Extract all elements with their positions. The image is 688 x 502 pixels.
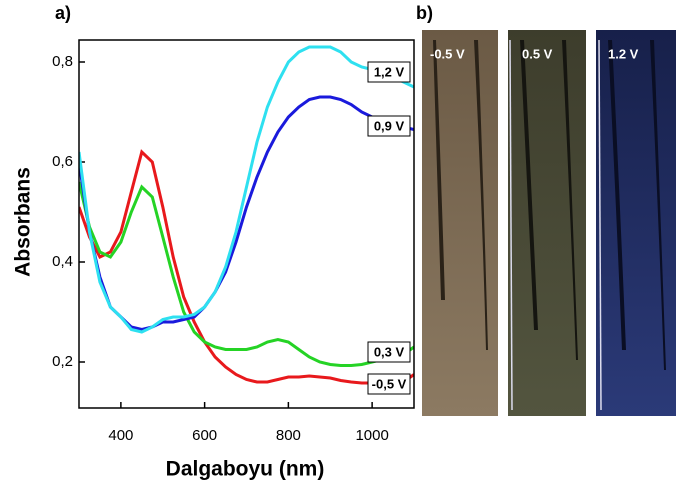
y-axis-title: Absorbans (12, 167, 35, 277)
x-tick-label: 800 (276, 427, 301, 444)
x-tick-label: 600 (192, 427, 217, 444)
series-label: 0,3 V (374, 344, 405, 359)
series-label: 1,2 V (374, 64, 405, 79)
photo-label: 1.2 V (608, 46, 639, 61)
plot-frame (78, 39, 415, 409)
photo-panel (508, 30, 586, 416)
series-line (79, 95, 414, 332)
series-line (79, 45, 414, 334)
y-tick-label: 0,4 (52, 253, 73, 270)
y-tick-label: 0,2 (52, 353, 73, 370)
photo-panel (596, 30, 676, 416)
y-tick-label: 0,8 (52, 53, 73, 70)
panel-label: b) (416, 3, 433, 23)
photo-shadow (608, 40, 666, 370)
photo-label: 0.5 V (522, 46, 553, 61)
photo-shadow (520, 40, 578, 360)
series-line (79, 149, 414, 385)
photo-panel (422, 30, 498, 416)
photo (422, 30, 676, 416)
series-label-box (367, 341, 411, 363)
x-tick-label: 400 (108, 427, 133, 444)
photo-edge (509, 39, 513, 411)
x-tick-label: 1000 (355, 427, 388, 444)
y-tick-label: 0,6 (52, 153, 73, 170)
series-label: 0,9 V (374, 118, 405, 133)
panel-label: a) (55, 3, 71, 23)
photo-edge (598, 39, 602, 411)
series-label-box (367, 61, 411, 83)
photo-label: -0.5 V (430, 46, 465, 61)
x-axis-title: Dalgaboyu (nm) (166, 458, 325, 481)
series-label-box (367, 115, 411, 137)
series-label-box (367, 373, 411, 395)
series-line (79, 181, 414, 367)
series-label: -0,5 V (372, 376, 407, 391)
